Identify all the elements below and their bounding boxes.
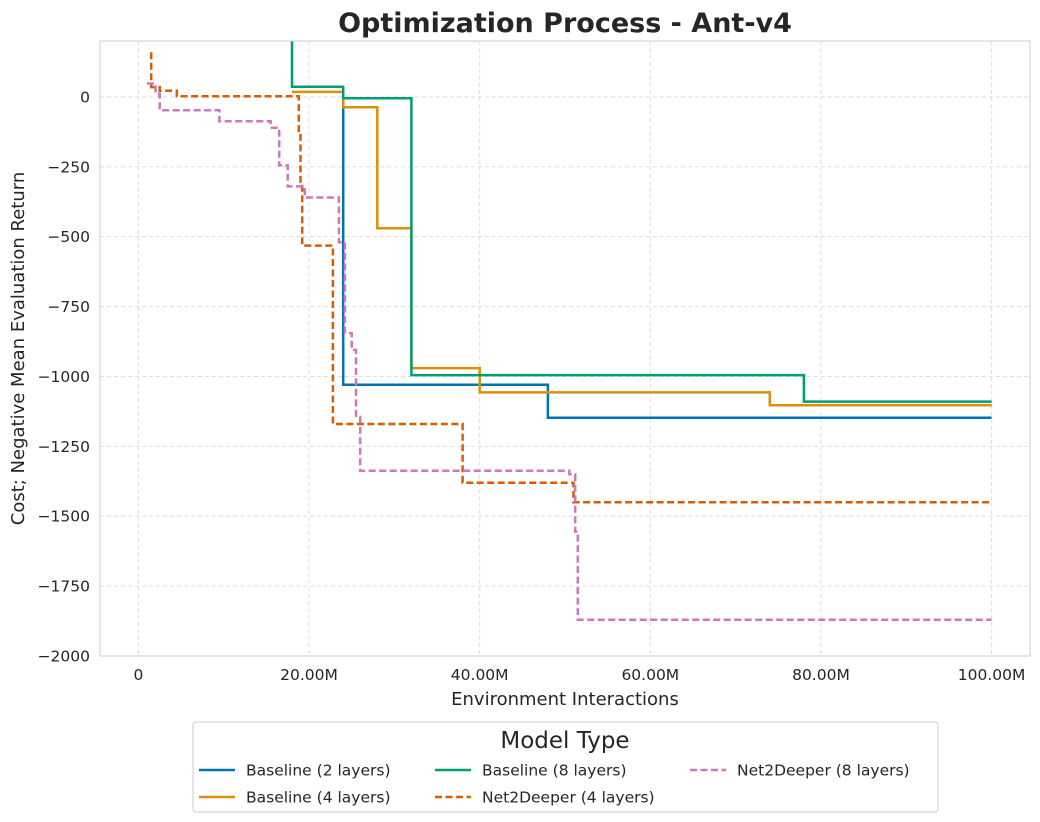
series-line-baseline-8-layers xyxy=(290,41,992,403)
x-tick-label: 100.00M xyxy=(958,666,1026,684)
series-lines xyxy=(146,41,992,621)
chart-title: Optimization Process - Ant-v4 xyxy=(338,8,792,39)
legend-label-baseline-8-layers: Baseline (8 layers) xyxy=(482,762,627,780)
y-tick-label: −1250 xyxy=(38,438,90,456)
x-tick-label: 20.00M xyxy=(280,666,338,684)
y-tick-label: −1500 xyxy=(38,508,90,526)
legend-box xyxy=(192,721,939,813)
y-tick-label: −500 xyxy=(47,228,90,246)
x-axis-label: Environment Interactions xyxy=(451,689,679,710)
y-tick-label: 0 xyxy=(80,88,90,106)
y-tick-label: −2000 xyxy=(38,648,90,666)
series-line-net2deeper-4-layers xyxy=(149,52,992,504)
legend-label-net2deeper-8-layers: Net2Deeper (8 layers) xyxy=(737,762,910,780)
legend-label-baseline-2-layers: Baseline (2 layers) xyxy=(246,762,391,780)
tick-labels: 0 20.00M 40.00M 60.00M 80.00M 100.00M 0 −250 −50… xyxy=(38,88,1026,684)
y-tick-label: −1000 xyxy=(38,368,90,386)
y-tick-label: −750 xyxy=(47,298,90,316)
legend-items: Baseline (2 layers) Baseline (4 layers) Ba… xyxy=(199,762,910,807)
plot-frame xyxy=(99,40,1031,657)
x-tick-label: 80.00M xyxy=(792,666,850,684)
legend: Model Type Baseline (2 layers)Baseline (… xyxy=(192,721,939,813)
legend-title: Model Type xyxy=(500,728,629,754)
series-line-net2deeper-8-layers xyxy=(146,82,992,621)
y-tick-label: −1750 xyxy=(38,578,90,596)
x-tick-label: 40.00M xyxy=(451,666,509,684)
x-tick-label: 60.00M xyxy=(621,666,679,684)
y-axis-label: Cost; Negative Mean Evaluation Return xyxy=(8,172,29,526)
y-tick-label: −250 xyxy=(47,158,90,176)
x-tick-label: 0 xyxy=(133,666,143,684)
legend-label-baseline-4-layers: Baseline (4 layers) xyxy=(246,789,391,807)
series-line-baseline-2-layers xyxy=(341,91,992,420)
legend-label-net2deeper-4-layers: Net2Deeper (4 layers) xyxy=(482,789,655,807)
